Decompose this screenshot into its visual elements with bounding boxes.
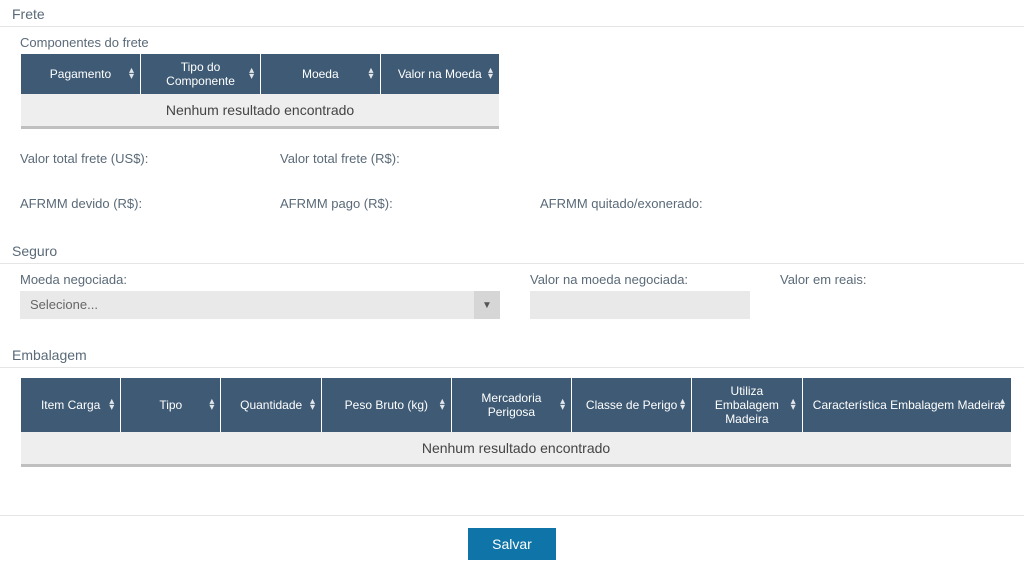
emb-col-utiliza-madeira[interactable]: Utiliza Embalagem Madeira xyxy=(692,378,802,432)
emb-col-qtd-label: Quantidade xyxy=(240,398,302,412)
frete-table-wrap: Pagamento Tipo do Componente Moeda Valor… xyxy=(0,54,1024,129)
emb-col-item-carga[interactable]: Item Carga xyxy=(21,378,120,432)
moeda-negociada-select[interactable]: Selecione... ▼ xyxy=(20,291,500,319)
frete-table: Pagamento Tipo do Componente Moeda Valor… xyxy=(20,54,500,129)
frete-afrmm-row: AFRMM devido (R$): AFRMM pago (R$): AFRM… xyxy=(0,192,1024,219)
valor-total-usd-label: Valor total frete (US$): xyxy=(20,151,260,170)
seguro-row: Moeda negociada: Selecione... ▼ Valor na… xyxy=(0,264,1024,323)
emb-col-peso[interactable]: Peso Bruto (kg) xyxy=(322,378,451,432)
sort-icon[interactable] xyxy=(488,68,493,80)
valor-moeda-negociada-label: Valor na moeda negociada: xyxy=(530,272,780,291)
frete-totals-row-1: Valor total frete (US$): Valor total fre… xyxy=(0,147,1024,174)
sort-icon[interactable] xyxy=(791,399,796,411)
emb-col-tipo[interactable]: Tipo xyxy=(121,378,220,432)
emb-col-merc-perigosa-label: Mercadoria Perigosa xyxy=(481,391,541,419)
footer-actions: Salvar xyxy=(0,515,1024,572)
moeda-negociada-label: Moeda negociada: xyxy=(20,272,530,291)
frete-col-moeda-label: Moeda xyxy=(302,67,339,81)
afrmm-quitado-label: AFRMM quitado/exonerado: xyxy=(540,196,780,215)
moeda-negociada-select-text: Selecione... xyxy=(20,291,474,319)
frete-componentes-title: Componentes do frete xyxy=(0,27,1024,54)
sort-icon[interactable] xyxy=(680,399,685,411)
valor-reais-label: Valor em reais: xyxy=(780,272,1000,291)
sort-icon[interactable] xyxy=(440,399,445,411)
emb-col-classe-perigo[interactable]: Classe de Perigo xyxy=(572,378,691,432)
emb-col-classe-perigo-label: Classe de Perigo xyxy=(586,398,677,412)
sort-icon[interactable] xyxy=(369,68,374,80)
embalagem-section-title: Embalagem xyxy=(0,341,1024,368)
valor-total-brl-label: Valor total frete (R$): xyxy=(280,151,520,170)
embalagem-no-result-text: Nenhum resultado encontrado xyxy=(21,432,1011,467)
sort-icon[interactable] xyxy=(310,399,315,411)
frete-col-tipo-label: Tipo do Componente xyxy=(166,60,235,88)
frete-col-pagamento-label: Pagamento xyxy=(50,67,111,81)
embalagem-table-wrap: Item Carga Tipo Quantidade Peso Bruto (k… xyxy=(0,378,1024,467)
emb-col-qtd[interactable]: Quantidade xyxy=(221,378,321,432)
emb-col-tipo-label: Tipo xyxy=(159,398,182,412)
frete-col-moeda[interactable]: Moeda xyxy=(261,54,379,94)
sort-icon[interactable] xyxy=(560,399,565,411)
frete-no-result-text: Nenhum resultado encontrado xyxy=(21,94,499,129)
afrmm-pago-label: AFRMM pago (R$): xyxy=(280,196,520,215)
seguro-section-title: Seguro xyxy=(0,237,1024,264)
emb-col-caract-madeira-label: Característica Embalagem Madeira xyxy=(813,398,1001,412)
sort-icon[interactable] xyxy=(209,399,214,411)
sort-icon[interactable] xyxy=(129,68,134,80)
embalagem-table: Item Carga Tipo Quantidade Peso Bruto (k… xyxy=(20,378,1012,467)
afrmm-devido-label: AFRMM devido (R$): xyxy=(20,196,260,215)
emb-col-item-carga-label: Item Carga xyxy=(41,398,100,412)
embalagem-no-result-row: Nenhum resultado encontrado xyxy=(21,432,1011,467)
emb-col-caract-madeira[interactable]: Característica Embalagem Madeira xyxy=(803,378,1011,432)
valor-moeda-negociada-input[interactable] xyxy=(530,291,750,319)
frete-no-result-row: Nenhum resultado encontrado xyxy=(21,94,499,129)
emb-col-peso-label: Peso Bruto (kg) xyxy=(345,398,428,412)
frete-col-valor-label: Valor na Moeda xyxy=(398,67,482,81)
chevron-down-icon[interactable]: ▼ xyxy=(474,291,500,319)
sort-icon[interactable] xyxy=(1000,399,1005,411)
frete-col-pagamento[interactable]: Pagamento xyxy=(21,54,140,94)
save-button[interactable]: Salvar xyxy=(468,528,556,560)
frete-section-title: Frete xyxy=(0,0,1024,27)
sort-icon[interactable] xyxy=(109,399,114,411)
frete-col-tipo[interactable]: Tipo do Componente xyxy=(141,54,260,94)
frete-col-valor[interactable]: Valor na Moeda xyxy=(381,54,499,94)
emb-col-utiliza-madeira-label: Utiliza Embalagem Madeira xyxy=(715,384,779,426)
emb-col-merc-perigosa[interactable]: Mercadoria Perigosa xyxy=(452,378,571,432)
sort-icon[interactable] xyxy=(249,68,254,80)
